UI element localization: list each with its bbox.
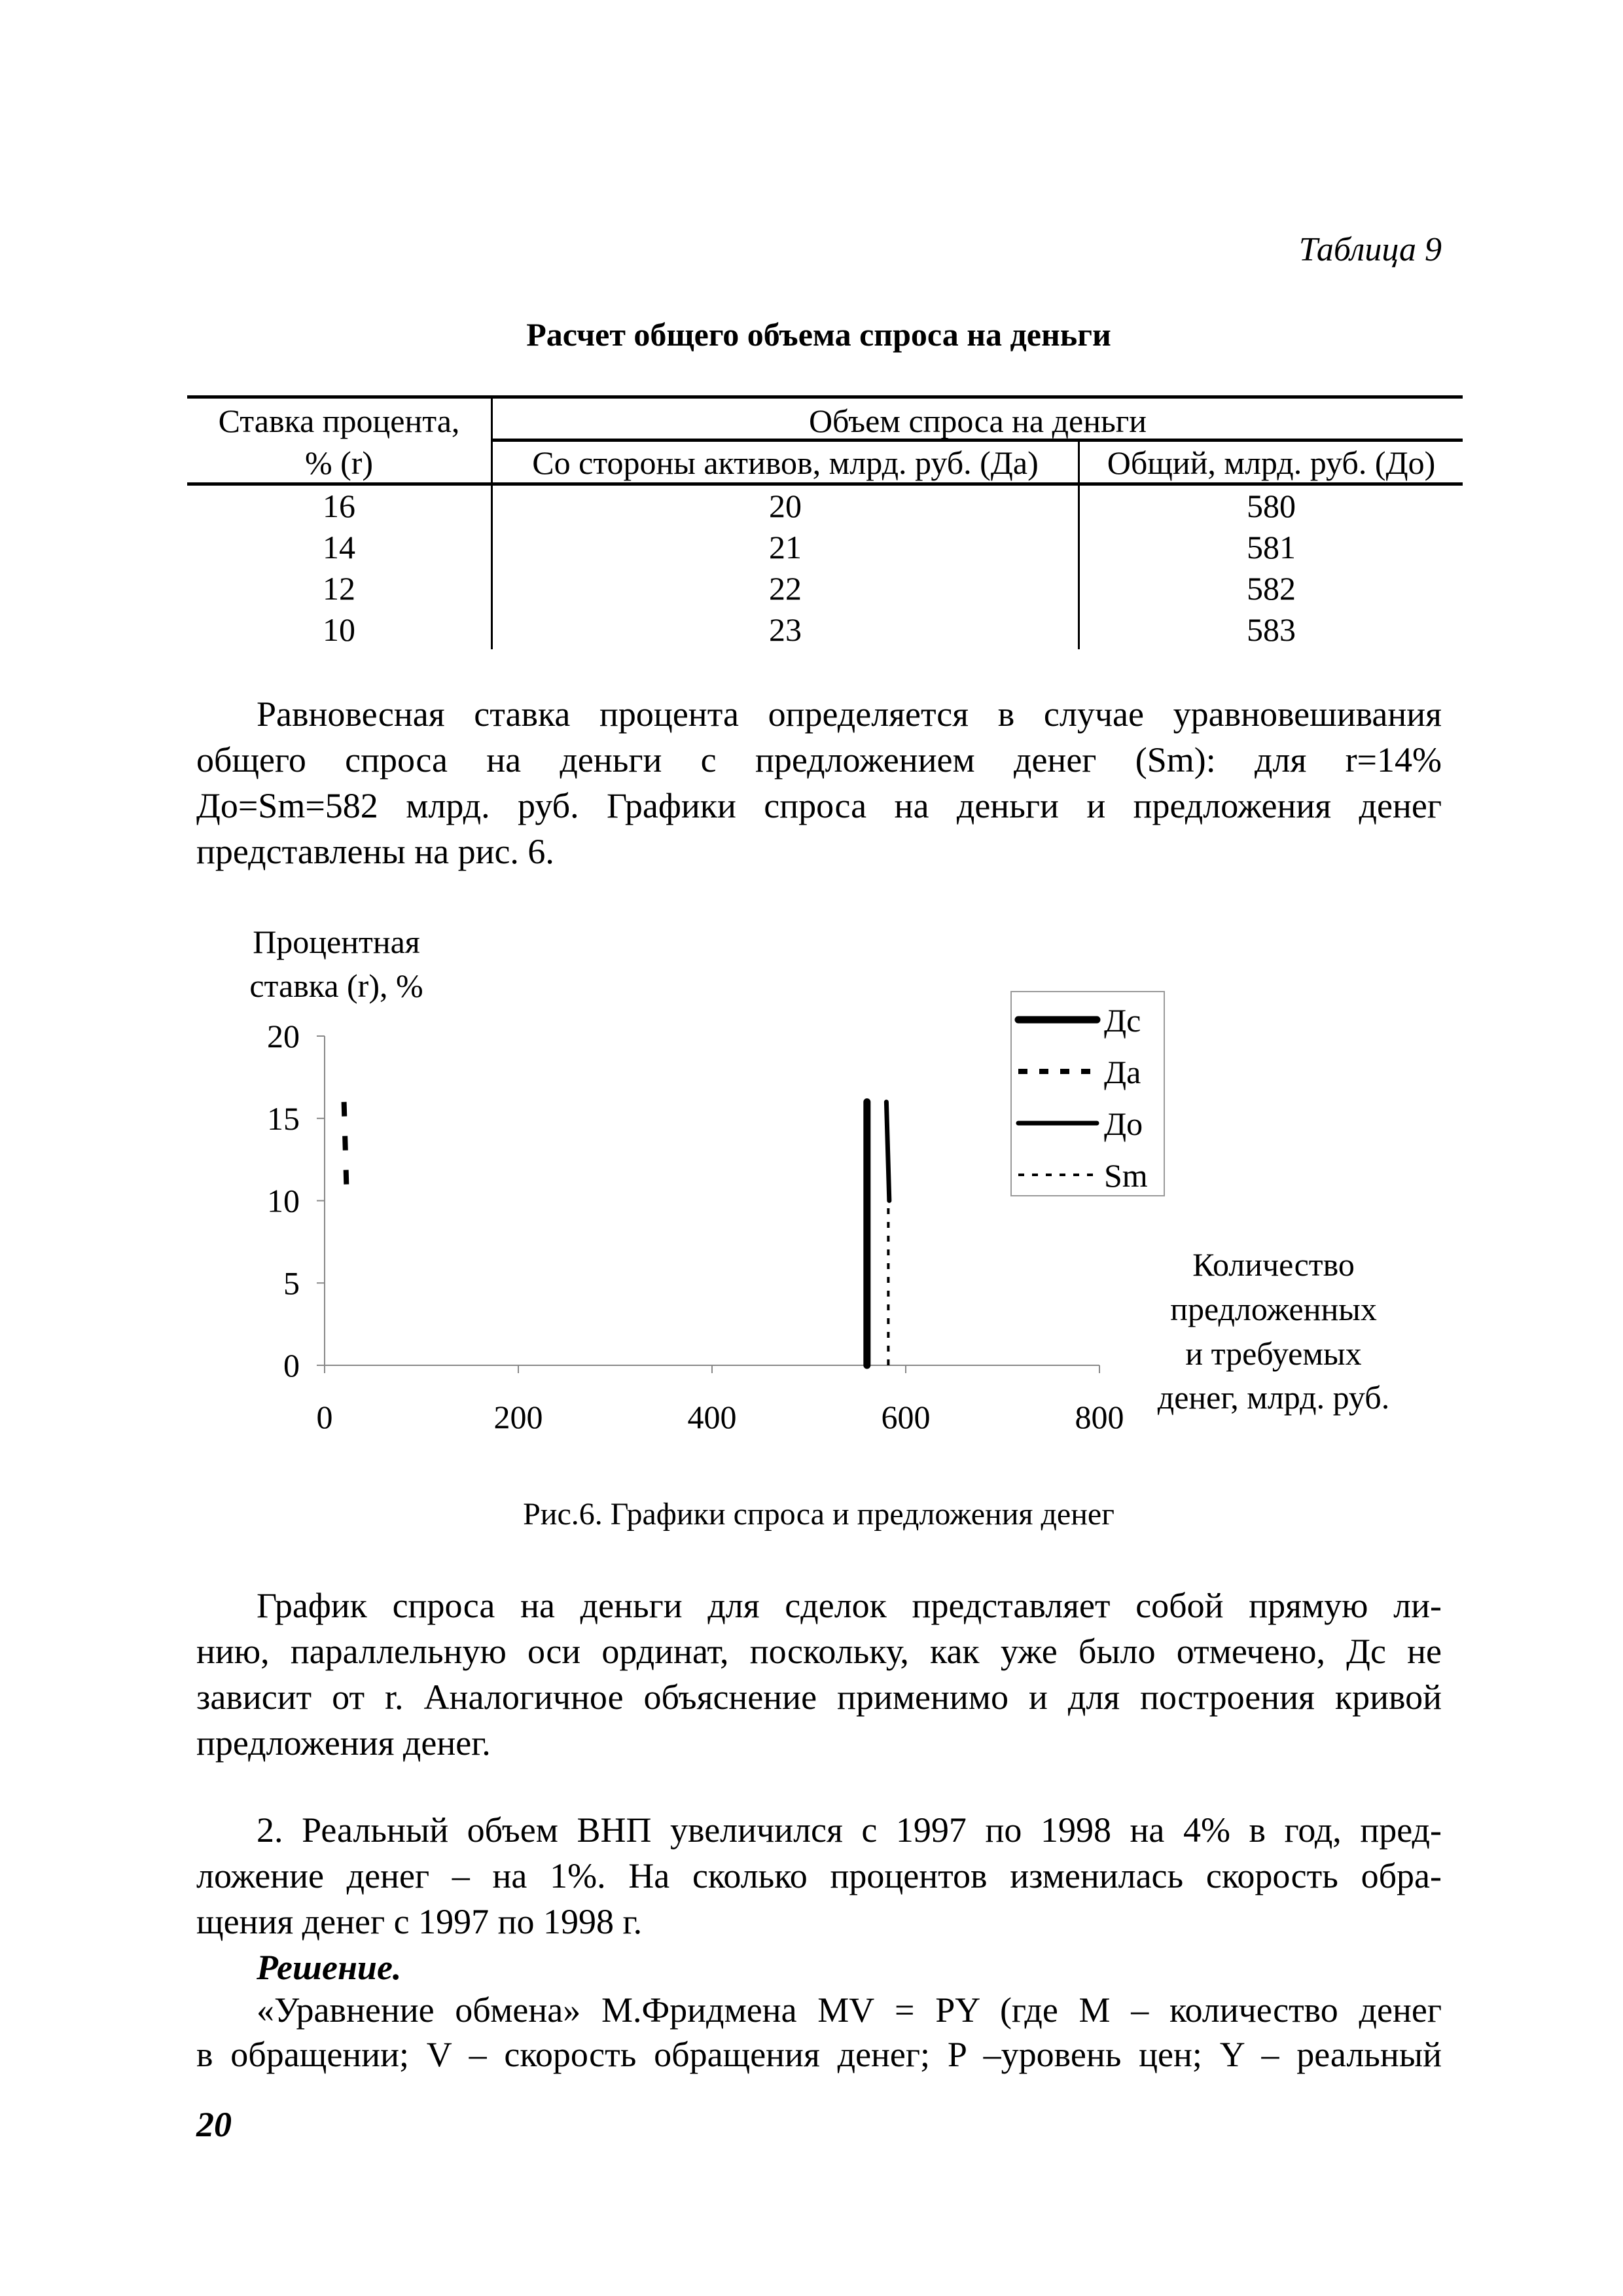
- table-title: Расчет общего объема спроса на деньги: [526, 316, 1111, 353]
- text-line: представлены на рис. 6.: [196, 832, 554, 871]
- cell-total: 583: [1247, 611, 1296, 648]
- page-number: 20: [196, 2105, 232, 2144]
- table-rule: [187, 482, 1463, 486]
- cell-assets: 23: [769, 611, 802, 648]
- table-divider: [1078, 440, 1080, 649]
- y-tick-label: 0: [283, 1347, 300, 1384]
- x-axis-label-2: предложенных: [1170, 1291, 1377, 1327]
- x-tick-label: 800: [1075, 1399, 1124, 1435]
- cell-rate: 14: [323, 529, 355, 565]
- text-line: График спроса на деньги для сделок предс…: [257, 1586, 1442, 1625]
- cell-total: 580: [1247, 488, 1296, 524]
- series-3-line: [883, 1100, 892, 1203]
- x-axis-label-3: и требуемых: [1185, 1335, 1362, 1372]
- cell-rate: 10: [323, 611, 355, 648]
- y-axis-label-2: ставка (r), %: [249, 967, 423, 1004]
- text-line: общего спроса на деньги с предложением д…: [196, 740, 1442, 780]
- header-rate-1: Ставка процента,: [218, 403, 460, 439]
- y-tick-label: 5: [283, 1265, 300, 1301]
- x-tick-label: 0: [317, 1399, 333, 1435]
- cell-total: 581: [1247, 529, 1296, 565]
- text-line: в обращении; V – скорость обращения дене…: [196, 2035, 1442, 2074]
- cell-rate: 12: [323, 570, 355, 607]
- y-tick-label: 20: [267, 1018, 300, 1054]
- x-tick-label: 400: [688, 1399, 737, 1435]
- text-line: До=Sm=582 млрд. руб. Графики спроса на д…: [196, 786, 1442, 825]
- table-rule: [187, 395, 1463, 399]
- y-tick-label: 10: [267, 1183, 300, 1219]
- legend-label: Дс: [1104, 1002, 1141, 1039]
- table-rule: [491, 439, 1463, 442]
- cell-assets: 22: [769, 570, 802, 607]
- table-divider: [491, 397, 493, 649]
- header-total: Общий, млрд. руб. (До): [1107, 444, 1436, 481]
- solution-heading: Решение.: [257, 1948, 402, 1987]
- text-line: «Уравнение обмена» М.Фридмена MV = PY (г…: [257, 1990, 1442, 2030]
- header-group: Объем спроса на деньги: [808, 403, 1147, 439]
- legend-label: Sm: [1104, 1157, 1148, 1194]
- y-axis-label-1: Процентная: [253, 924, 420, 960]
- header-rate-2: % (r): [304, 444, 374, 481]
- text-line: Равновесная ставка процента определяется…: [257, 694, 1442, 734]
- text-line: 2. Реальный объем ВНП увеличился с 1997 …: [257, 1810, 1442, 1850]
- cell-total: 582: [1247, 570, 1296, 607]
- x-axis-label-4: денег, млрд. руб.: [1157, 1379, 1390, 1416]
- text-line: ложение денег – на 1%. На сколько процен…: [196, 1856, 1442, 1895]
- legend-label: Да: [1104, 1054, 1141, 1090]
- x-tick-label: 600: [882, 1399, 931, 1435]
- text-line: нию, параллельную оси ординат, поскольку…: [196, 1632, 1442, 1671]
- cell-assets: 21: [769, 529, 802, 565]
- table-number: Таблица 9: [1298, 231, 1442, 268]
- cell-assets: 20: [769, 488, 802, 524]
- text-line: предложения денег.: [196, 1723, 491, 1763]
- text-line: щения денег с 1997 по 1998 г.: [196, 1902, 643, 1941]
- y-tick-label: 15: [267, 1100, 300, 1137]
- x-tick-label: 200: [494, 1399, 543, 1435]
- legend-box: [1010, 991, 1165, 1196]
- x-axis-label-1: Количество: [1192, 1246, 1355, 1283]
- legend-label: До: [1104, 1105, 1143, 1142]
- cell-rate: 16: [323, 488, 355, 524]
- header-assets: Со стороны активов, млрд. руб. (Да): [532, 444, 1039, 481]
- text-line: зависит от r. Аналогичное объяснение при…: [196, 1677, 1442, 1717]
- figure-caption: Рис.6. Графики спроса и предложения дене…: [523, 1497, 1115, 1532]
- series-2-line: [341, 1102, 350, 1201]
